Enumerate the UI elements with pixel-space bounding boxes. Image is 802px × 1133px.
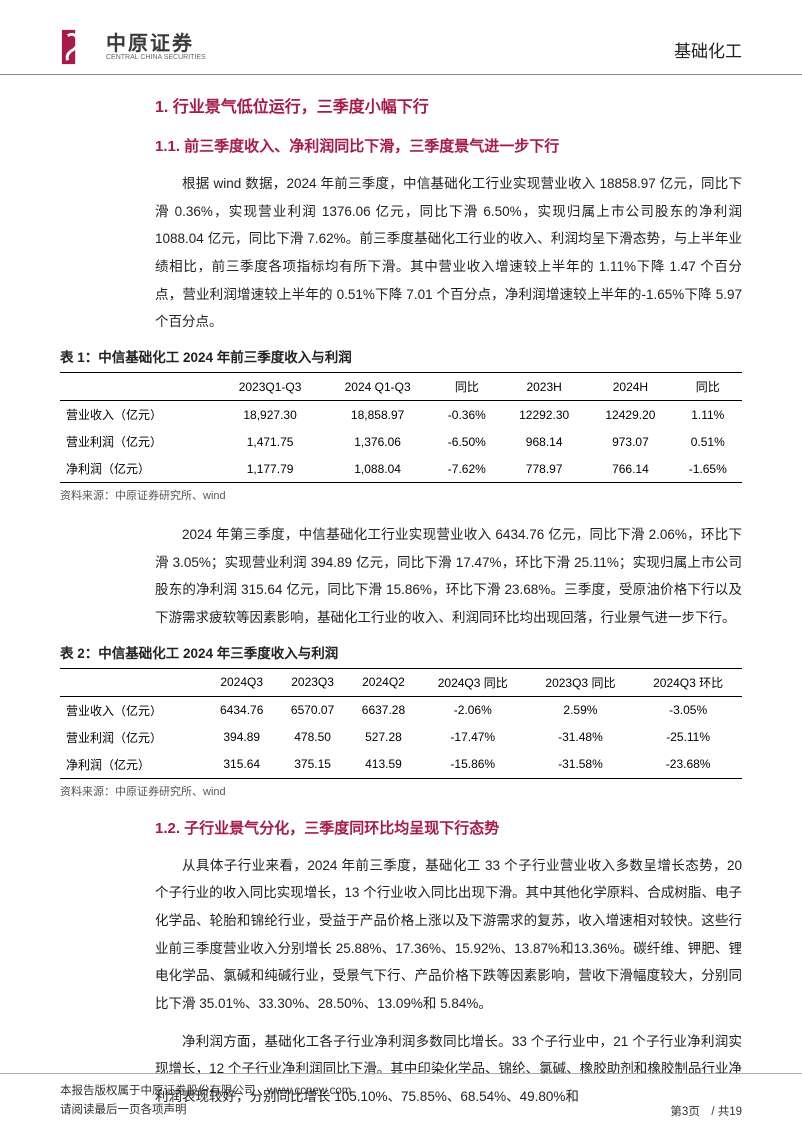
table-cell: 778.97 bbox=[501, 455, 587, 483]
table-cell: 1,376.06 bbox=[323, 428, 433, 455]
table-row: 净利润（亿元）315.64375.15413.59-15.86%-31.58%-… bbox=[60, 751, 742, 779]
table-row: 营业收入（亿元）6434.766570.076637.28-2.06%2.59%… bbox=[60, 696, 742, 724]
table-header-cell bbox=[60, 668, 206, 696]
table-cell: 766.14 bbox=[587, 455, 673, 483]
table-row: 营业收入（亿元）18,927.3018,858.97-0.36%12292.30… bbox=[60, 401, 742, 429]
table-cell: 营业收入（亿元） bbox=[60, 401, 218, 429]
table-cell: -1.65% bbox=[674, 455, 742, 483]
table-cell: 6637.28 bbox=[348, 696, 419, 724]
table-cell: -6.50% bbox=[433, 428, 501, 455]
table-cell: 527.28 bbox=[348, 724, 419, 751]
table-cell: 营业利润（亿元） bbox=[60, 428, 218, 455]
table-cell: -15.86% bbox=[419, 751, 527, 779]
footer-page-number: 第3页 / 共19 bbox=[670, 1103, 742, 1119]
table-cell: 2.59% bbox=[527, 696, 635, 724]
table-header-cell: 2024 Q1-Q3 bbox=[323, 373, 433, 401]
table-cell: -25.11% bbox=[634, 724, 742, 751]
table-2-source: 资料来源：中原证券研究所、wind bbox=[60, 783, 742, 799]
table-row: 净利润（亿元）1,177.791,088.04-7.62%778.97766.1… bbox=[60, 455, 742, 483]
table-cell: 1,471.75 bbox=[218, 428, 323, 455]
para-after-table-1: 2024 年第三季度，中信基础化工行业实现营业收入 6434.76 亿元，同比下… bbox=[155, 521, 742, 632]
table-cell: -7.62% bbox=[433, 455, 501, 483]
table-cell: 12292.30 bbox=[501, 401, 587, 429]
table-cell: 营业利润（亿元） bbox=[60, 724, 206, 751]
table-cell: 315.64 bbox=[206, 751, 277, 779]
table-header-cell: 2024Q3 同比 bbox=[419, 668, 527, 696]
table-header-cell: 2023Q3 同比 bbox=[527, 668, 635, 696]
table-header-cell: 2023Q1-Q3 bbox=[218, 373, 323, 401]
table-row: 营业利润（亿元）1,471.751,376.06-6.50%968.14973.… bbox=[60, 428, 742, 455]
page-footer: 本报告版权属于中原证券股份有限公司 www.ccnew.com 请阅读最后一页各… bbox=[0, 1073, 802, 1133]
table-cell: 18,927.30 bbox=[218, 401, 323, 429]
table-cell: 12429.20 bbox=[587, 401, 673, 429]
table-2: 2024Q32023Q32024Q22024Q3 同比2023Q3 同比2024… bbox=[60, 668, 742, 779]
table-cell: 1.11% bbox=[674, 401, 742, 429]
table-1-source: 资料来源：中原证券研究所、wind bbox=[60, 487, 742, 503]
table-cell: 0.51% bbox=[674, 428, 742, 455]
table-cell: -0.36% bbox=[433, 401, 501, 429]
page-header: 中原证券 CENTRAL CHINA SECURITIES 基础化工 bbox=[0, 0, 802, 75]
table-cell: 394.89 bbox=[206, 724, 277, 751]
logo-en-text: CENTRAL CHINA SECURITIES bbox=[106, 54, 206, 61]
section-1-1-para-1: 根据 wind 数据，2024 年前三季度，中信基础化工行业实现营业收入 188… bbox=[155, 170, 742, 336]
table-header-cell: 2024H bbox=[587, 373, 673, 401]
section-1-heading: 1. 行业景气低位运行，三季度小幅下行 bbox=[155, 93, 742, 117]
table-cell: 净利润（亿元） bbox=[60, 751, 206, 779]
table-header-cell bbox=[60, 373, 218, 401]
table-1-title: 表 1：中信基础化工 2024 年前三季度收入与利润 bbox=[60, 346, 742, 366]
table-cell: -31.48% bbox=[527, 724, 635, 751]
table-header-cell: 2024Q3 环比 bbox=[634, 668, 742, 696]
table-1: 2023Q1-Q32024 Q1-Q3同比2023H2024H同比 营业收入（亿… bbox=[60, 372, 742, 483]
footer-copyright: 本报告版权属于中原证券股份有限公司 www.ccnew.com bbox=[60, 1082, 351, 1100]
table-cell: 973.07 bbox=[587, 428, 673, 455]
table-header-cell: 2024Q3 bbox=[206, 668, 277, 696]
table-header-cell: 同比 bbox=[674, 373, 742, 401]
table-cell: 净利润（亿元） bbox=[60, 455, 218, 483]
section-1-2-para-1: 从具体子行业来看，2024 年前三季度，基础化工 33 个子行业营业收入多数呈增… bbox=[155, 852, 742, 1018]
company-logo-icon bbox=[60, 28, 98, 66]
logo-block: 中原证券 CENTRAL CHINA SECURITIES bbox=[60, 28, 206, 66]
table-cell: 375.15 bbox=[277, 751, 348, 779]
table-header-cell: 2024Q2 bbox=[348, 668, 419, 696]
table-cell: 18,858.97 bbox=[323, 401, 433, 429]
table-2-title: 表 2：中信基础化工 2024 年三季度收入与利润 bbox=[60, 642, 742, 662]
table-cell: -2.06% bbox=[419, 696, 527, 724]
section-1-1-heading: 1.1. 前三季度收入、净利润同比下滑，三季度景气进一步下行 bbox=[155, 135, 742, 156]
table-cell: 413.59 bbox=[348, 751, 419, 779]
table-cell: -31.58% bbox=[527, 751, 635, 779]
table-cell: 478.50 bbox=[277, 724, 348, 751]
section-1-2-heading: 1.2. 子行业景气分化，三季度同环比均呈现下行态势 bbox=[155, 817, 742, 838]
table-cell: 968.14 bbox=[501, 428, 587, 455]
table-row: 营业利润（亿元）394.89478.50527.28-17.47%-31.48%… bbox=[60, 724, 742, 751]
table-cell: -3.05% bbox=[634, 696, 742, 724]
table-cell: 6434.76 bbox=[206, 696, 277, 724]
table-cell: -23.68% bbox=[634, 751, 742, 779]
table-cell: 营业收入（亿元） bbox=[60, 696, 206, 724]
table-header-cell: 同比 bbox=[433, 373, 501, 401]
table-header-cell: 2023H bbox=[501, 373, 587, 401]
document-category: 基础化工 bbox=[674, 37, 742, 66]
table-cell: -17.47% bbox=[419, 724, 527, 751]
table-cell: 1,177.79 bbox=[218, 455, 323, 483]
footer-left: 本报告版权属于中原证券股份有限公司 www.ccnew.com 请阅读最后一页各… bbox=[60, 1082, 351, 1119]
logo-text: 中原证券 CENTRAL CHINA SECURITIES bbox=[106, 34, 206, 61]
content-area: 1. 行业景气低位运行，三季度小幅下行 1.1. 前三季度收入、净利润同比下滑，… bbox=[0, 75, 802, 1111]
table-cell: 1,088.04 bbox=[323, 455, 433, 483]
footer-disclaimer: 请阅读最后一页各项声明 bbox=[60, 1101, 351, 1119]
table-header-cell: 2023Q3 bbox=[277, 668, 348, 696]
table-cell: 6570.07 bbox=[277, 696, 348, 724]
logo-cn-text: 中原证券 bbox=[106, 34, 206, 54]
